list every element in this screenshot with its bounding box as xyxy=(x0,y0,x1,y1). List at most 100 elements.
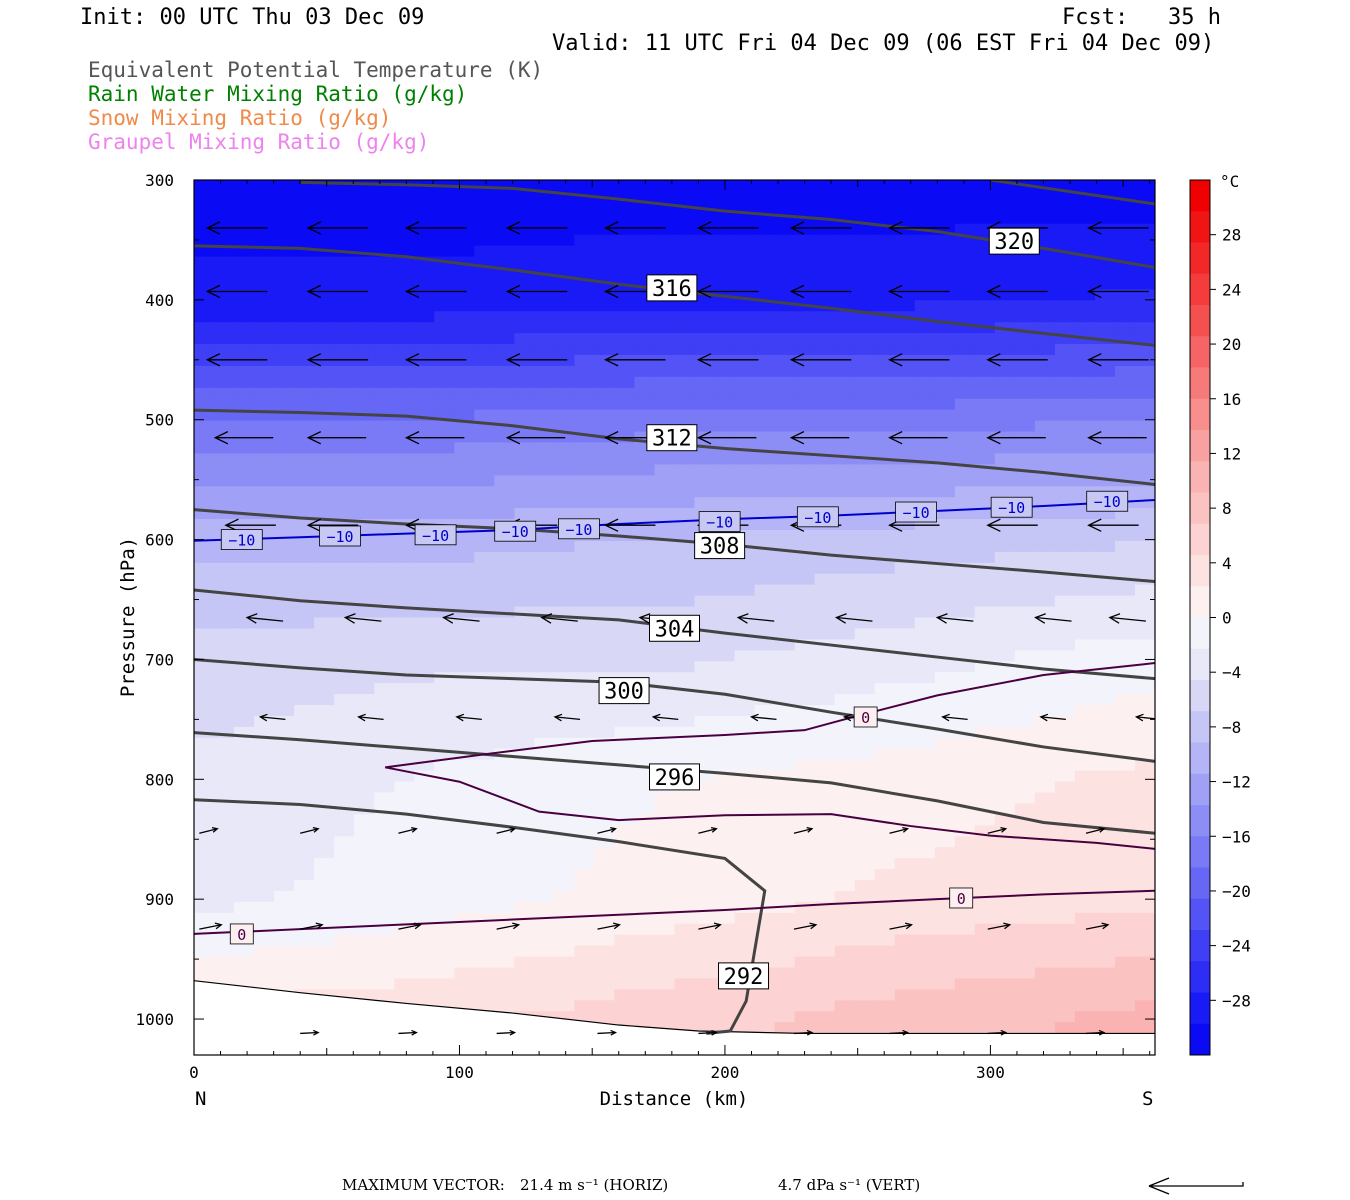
field-cell xyxy=(354,672,375,684)
field-cell xyxy=(274,869,295,881)
field-cell xyxy=(754,256,776,269)
field-cell xyxy=(534,508,555,520)
field-cell xyxy=(554,289,575,301)
field-cell xyxy=(334,540,355,553)
field-cell xyxy=(774,781,796,794)
field-cell xyxy=(794,694,816,706)
field-cell xyxy=(614,442,636,455)
field-cell xyxy=(1014,344,1036,356)
field-cell xyxy=(834,562,856,575)
field-cell xyxy=(254,748,275,761)
field-cell xyxy=(1034,289,1056,301)
field-cell xyxy=(854,212,876,225)
field-cell xyxy=(354,923,375,936)
field-cell xyxy=(1074,737,1096,750)
field-cell xyxy=(314,694,335,706)
field-cell xyxy=(954,923,976,936)
field-cell xyxy=(974,978,996,990)
field-cell xyxy=(774,376,796,389)
field-cell xyxy=(654,814,676,826)
field-cell xyxy=(534,475,555,487)
field-cell xyxy=(414,475,435,487)
field-cell xyxy=(414,344,435,356)
field-cell xyxy=(654,705,676,717)
y-tick-label: 800 xyxy=(145,770,174,789)
field-cell xyxy=(214,628,235,640)
field-cell xyxy=(474,486,495,498)
field-cell xyxy=(614,201,636,214)
field-cell xyxy=(494,180,515,192)
field-cell xyxy=(254,344,275,356)
field-cell xyxy=(734,508,756,520)
field-cell xyxy=(334,967,355,980)
field-cell xyxy=(454,639,475,651)
field-cell xyxy=(634,814,656,826)
wind-vector xyxy=(300,924,323,930)
field-cell xyxy=(214,486,235,498)
field-cell xyxy=(1074,409,1096,422)
field-cell xyxy=(694,212,716,225)
field-cell xyxy=(594,584,616,597)
field-cell xyxy=(1074,814,1096,826)
field-cell xyxy=(1134,890,1155,903)
field-cell xyxy=(434,420,455,433)
field-cell xyxy=(934,967,956,980)
field-cell xyxy=(1014,573,1036,586)
field-cell xyxy=(974,387,996,400)
field-cell xyxy=(354,333,375,345)
field-cell xyxy=(914,344,936,356)
wind-vector-head xyxy=(603,221,619,235)
field-cell xyxy=(394,508,415,520)
field-cell xyxy=(274,606,295,619)
field-cell xyxy=(1114,770,1136,783)
field-cell xyxy=(994,792,1016,805)
field-cell xyxy=(474,825,495,837)
field-cell xyxy=(594,715,616,728)
field-cell xyxy=(934,781,956,794)
field-cell xyxy=(874,464,896,476)
wind-vector-head xyxy=(603,431,619,445)
wind-vectors xyxy=(199,221,1155,1036)
field-cell xyxy=(314,289,335,301)
field-cell xyxy=(954,190,976,203)
field-cell xyxy=(374,858,395,870)
field-cell xyxy=(334,420,355,433)
field-cell xyxy=(394,639,415,651)
field-cell xyxy=(994,540,1016,553)
field-cell xyxy=(954,300,976,312)
field-cell xyxy=(354,836,375,848)
field-cell xyxy=(1054,267,1076,280)
wind-vector-head xyxy=(1087,518,1102,532)
field-cell xyxy=(854,978,876,990)
field-cell xyxy=(814,869,836,881)
field-cell xyxy=(474,661,495,673)
field-cell xyxy=(254,486,275,498)
field-cell xyxy=(1094,344,1116,356)
field-cell xyxy=(934,672,956,684)
field-cell xyxy=(354,705,375,717)
field-cell xyxy=(774,190,796,203)
field-cell xyxy=(534,672,555,684)
field-cell xyxy=(1114,376,1136,389)
field-cell xyxy=(994,409,1016,422)
field-cell xyxy=(354,223,375,236)
field-cell xyxy=(674,661,696,673)
max-vector-horiz: 21.4 m s⁻¹ (HORIZ) xyxy=(520,1176,669,1194)
field-cell xyxy=(1034,453,1056,465)
field-cell xyxy=(514,595,535,608)
field-cell xyxy=(934,322,956,334)
field-cell xyxy=(494,923,515,936)
field-cell xyxy=(894,1011,916,1023)
field-cell xyxy=(894,333,916,345)
field-cell xyxy=(614,934,636,947)
field-cell xyxy=(894,256,916,269)
field-cell xyxy=(974,267,996,280)
field-cell xyxy=(294,223,315,236)
field-cell xyxy=(754,355,776,367)
field-cell xyxy=(294,256,315,269)
field-cell xyxy=(194,289,215,301)
field-cell xyxy=(974,694,996,706)
field-cell xyxy=(574,781,596,794)
field-cell xyxy=(734,311,756,323)
temperature-label: −10 xyxy=(1094,493,1121,511)
